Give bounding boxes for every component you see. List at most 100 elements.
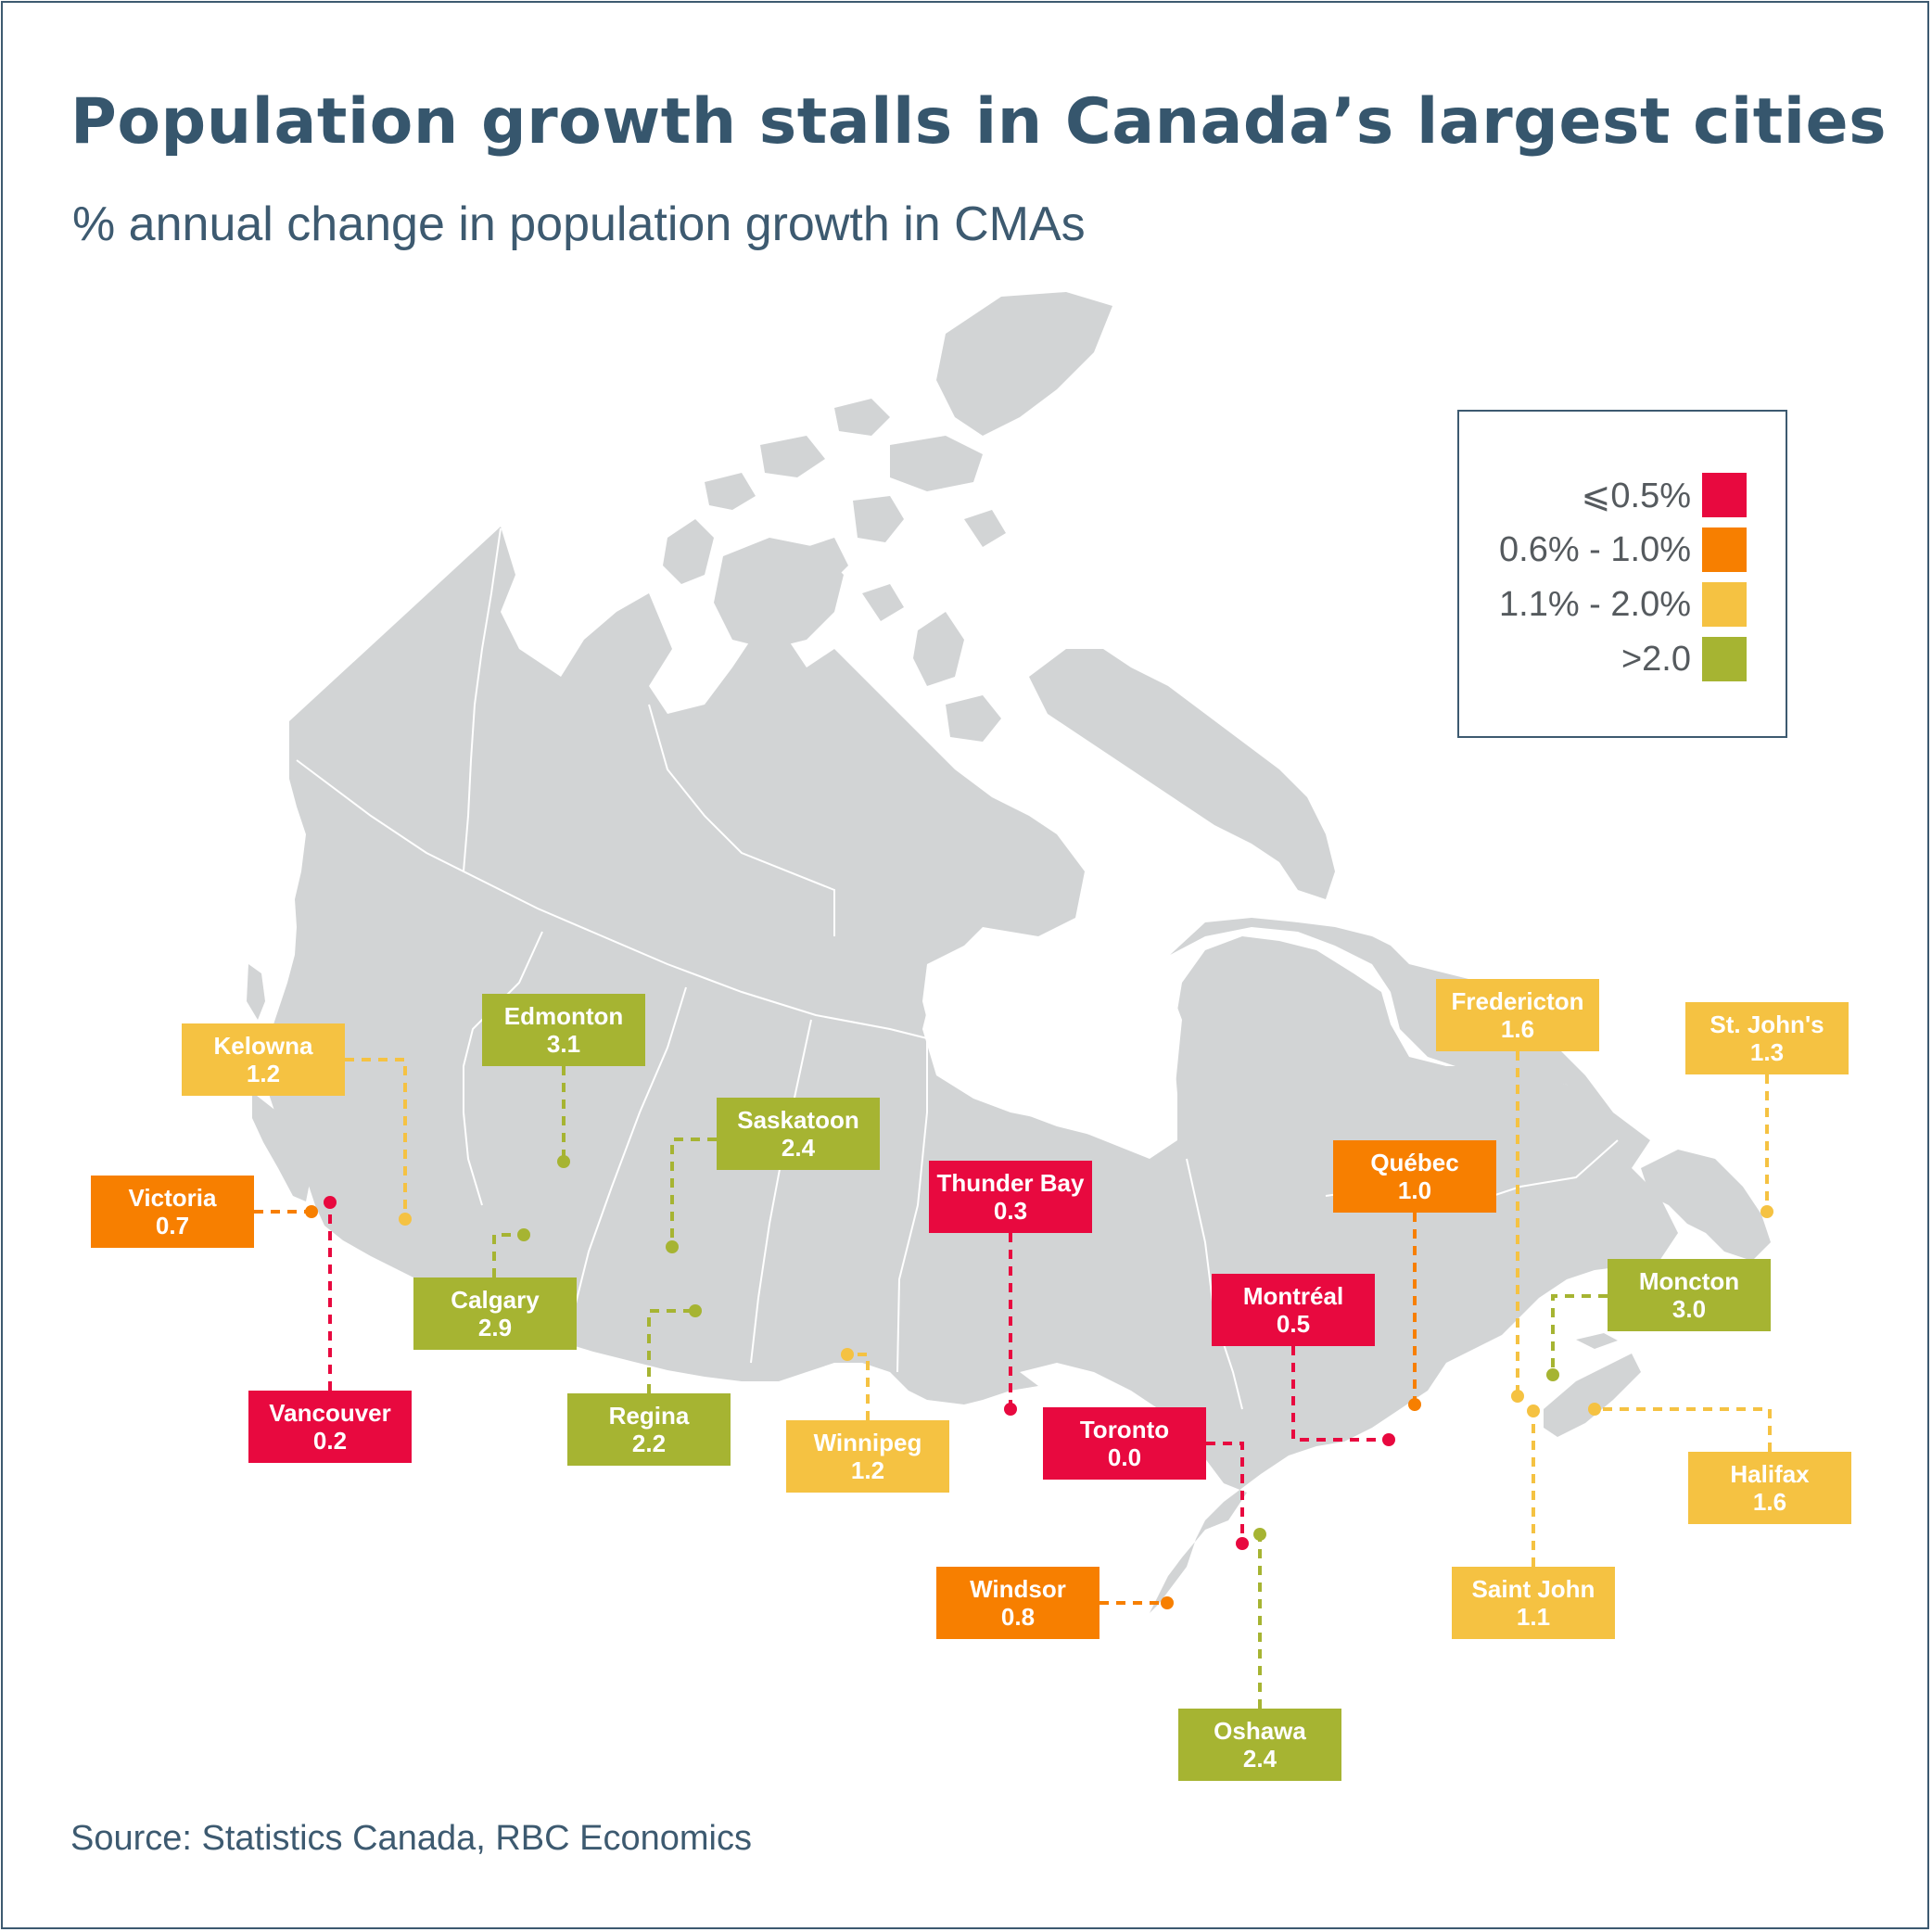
city-marker-winnipeg	[841, 1348, 854, 1361]
city-label-st-johns: St. John's 1.3	[1685, 1002, 1849, 1074]
city-name: Vancouver	[269, 1399, 391, 1427]
alberta-sask-border	[574, 986, 687, 1308]
somerset-island-shape	[853, 496, 904, 542]
city-marker-toronto	[1236, 1537, 1249, 1550]
city-marker-kelowna	[399, 1213, 412, 1226]
banks-island-shape	[663, 519, 714, 584]
city-marker-saskatoon	[666, 1240, 679, 1253]
city-value: 2.4	[781, 1134, 816, 1162]
legend-box: ⩽0.5% 0.6% - 1.0% 1.1% - 2.0% >2.0	[1457, 410, 1787, 738]
city-marker-thunder-bay	[1004, 1403, 1017, 1416]
sask-manitoba-border	[750, 1019, 812, 1364]
city-label-regina: Regina 2.2	[567, 1393, 731, 1466]
city-name: Windsor	[970, 1575, 1066, 1603]
yukon-nwt-border	[463, 527, 502, 872]
city-name: Halifax	[1730, 1460, 1810, 1488]
legend-swatch-red	[1702, 473, 1747, 517]
leader-line-toronto	[1206, 1442, 1244, 1544]
city-name: St. John's	[1710, 1010, 1824, 1038]
leader-line-kelowna	[345, 1058, 407, 1219]
city-label-victoria: Victoria 0.7	[91, 1176, 254, 1248]
city-value: 2.9	[477, 1314, 513, 1341]
city-label-fredericton: Fredericton 1.6	[1436, 979, 1599, 1051]
city-label-quebec: Québec 1.0	[1333, 1140, 1496, 1213]
city-label-montreal: Montréal 0.5	[1212, 1274, 1375, 1346]
city-name: Oshawa	[1214, 1717, 1306, 1745]
city-value: 0.7	[155, 1212, 190, 1239]
city-value: 1.1	[1516, 1603, 1551, 1631]
city-value: 0.5	[1276, 1310, 1311, 1338]
baffin-island-shape	[1029, 649, 1335, 899]
legend-row: 0.6% - 1.0%	[1499, 527, 1747, 572]
legend-label: 0.6% - 1.0%	[1499, 529, 1691, 569]
vancouver-island-shape	[252, 1092, 311, 1201]
city-label-kelowna: Kelowna 1.2	[182, 1023, 345, 1096]
city-marker-calgary	[517, 1228, 530, 1241]
queen-elizabeth-islands-3	[705, 473, 756, 510]
city-name: Thunder Bay	[936, 1169, 1085, 1197]
city-value: 1.3	[1749, 1038, 1785, 1066]
legend-label: >2.0	[1621, 639, 1691, 679]
king-william-island-shape	[862, 584, 904, 621]
provincial-borders	[296, 527, 1619, 1410]
connectors	[254, 1051, 1772, 1709]
city-name: Winnipeg	[813, 1429, 922, 1456]
nwt-nunavut-border	[648, 704, 835, 936]
city-label-thunder-bay: Thunder Bay 0.3	[929, 1161, 1092, 1233]
city-name: Toronto	[1079, 1416, 1170, 1443]
melville-peninsula-shape	[913, 612, 964, 686]
city-name: Calgary	[451, 1286, 540, 1314]
hudson-bay-water	[922, 936, 1182, 1150]
city-marker-halifax	[1588, 1403, 1601, 1416]
city-name: Edmonton	[503, 1002, 624, 1030]
city-name: Regina	[608, 1402, 690, 1430]
city-label-saskatoon: Saskatoon 2.4	[717, 1098, 880, 1170]
city-value: 1.2	[850, 1456, 885, 1484]
city-label-winnipeg: Winnipeg 1.2	[786, 1420, 949, 1493]
pei-shape	[1576, 1333, 1618, 1349]
city-label-saint-john: Saint John 1.1	[1452, 1567, 1615, 1639]
city-markers	[305, 1155, 1773, 1609]
city-name: Saint John	[1471, 1575, 1595, 1603]
nova-scotia-shape	[1544, 1354, 1641, 1437]
city-label-windsor: Windsor 0.8	[936, 1567, 1099, 1639]
city-marker-vancouver	[324, 1196, 337, 1209]
city-label-vancouver: Vancouver 0.2	[248, 1391, 412, 1463]
legend-swatch-yellow	[1702, 582, 1747, 627]
legend-row: >2.0	[1621, 637, 1747, 681]
source-note: Source: Statistics Canada, RBC Economics	[70, 1819, 752, 1858]
city-marker-fredericton	[1511, 1390, 1524, 1403]
city-label-oshawa: Oshawa 2.4	[1178, 1709, 1341, 1781]
newfoundland-shape	[1641, 1150, 1771, 1261]
page-subtitle: % annual change in population growth in …	[72, 197, 1086, 251]
legend-swatch-orange	[1702, 527, 1747, 572]
bylot-island-shape	[964, 510, 1006, 547]
legend-row: ⩽0.5%	[1582, 473, 1747, 517]
legend-label: 1.1% - 2.0%	[1499, 584, 1691, 624]
ellesmere-island-shape	[936, 292, 1112, 436]
city-marker-montr-al	[1382, 1433, 1395, 1446]
city-name: Victoria	[128, 1184, 217, 1212]
legend-swatch-green	[1702, 637, 1747, 681]
city-name: Québec	[1370, 1149, 1459, 1176]
city-marker-regina	[689, 1304, 702, 1317]
queen-elizabeth-islands-1	[834, 399, 890, 436]
city-marker-saint-john	[1527, 1405, 1540, 1417]
city-marker-st-john-s	[1760, 1205, 1773, 1218]
city-label-toronto: Toronto 0.0	[1043, 1407, 1206, 1480]
leader-line-calgary	[492, 1233, 524, 1277]
city-name: Montréal	[1242, 1282, 1344, 1310]
queen-elizabeth-islands-2	[760, 436, 825, 477]
haida-gwaii-shape	[247, 964, 265, 1020]
city-value: 0.2	[312, 1427, 348, 1455]
city-marker-oshawa	[1253, 1528, 1266, 1541]
city-value: 3.0	[1671, 1295, 1707, 1323]
city-value: 0.3	[993, 1197, 1028, 1225]
city-value: 1.6	[1752, 1488, 1787, 1516]
page-title: Population growth stalls in Canada’s lar…	[70, 85, 1888, 159]
city-marker-windsor	[1161, 1596, 1174, 1609]
city-value: 3.1	[546, 1030, 581, 1058]
alberta-bc-border	[463, 931, 543, 1206]
legend-label: ⩽0.5%	[1581, 476, 1691, 515]
city-label-edmonton: Edmonton 3.1	[482, 994, 645, 1066]
